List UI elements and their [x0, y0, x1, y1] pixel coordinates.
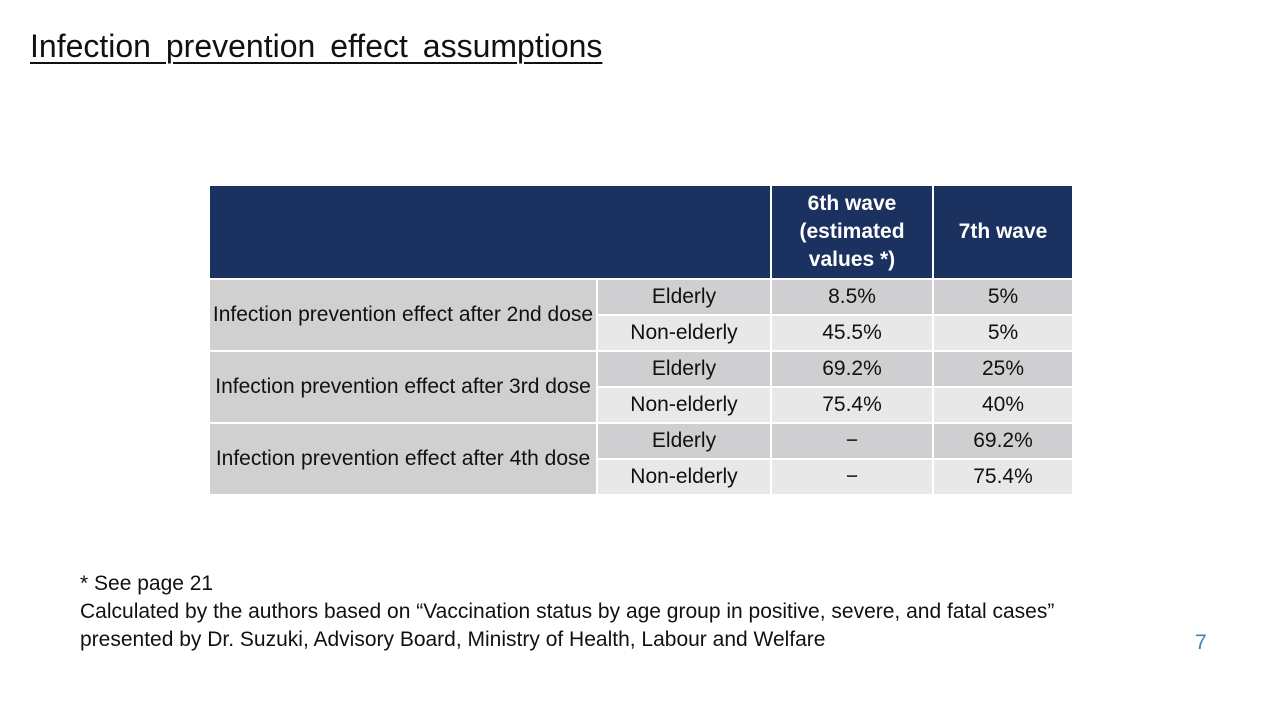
table-row: Infection prevention effect after 3rd do… — [208, 350, 1074, 424]
infection-prevention-table: 6th wave (estimated values *) 7th wave I… — [208, 184, 1074, 496]
dose-label-2nd: Infection prevention effect after 2nd do… — [208, 278, 598, 352]
age-group-cell: Elderly — [596, 278, 772, 316]
table-header-row: 6th wave (estimated values *) 7th wave — [208, 184, 1074, 280]
age-group-cell: Non-elderly — [596, 458, 772, 496]
wave7-value: 69.2% — [932, 422, 1074, 460]
header-7th-wave: 7th wave — [932, 184, 1074, 280]
dose-label-3rd: Infection prevention effect after 3rd do… — [208, 350, 598, 424]
page-number: 7 — [1195, 631, 1207, 654]
wave6-value: 75.4% — [770, 386, 934, 424]
dose-label-4th: Infection prevention effect after 4th do… — [208, 422, 598, 496]
table-row: Infection prevention effect after 4th do… — [208, 422, 1074, 496]
wave7-value: 75.4% — [932, 458, 1074, 496]
wave7-value: 25% — [932, 350, 1074, 388]
wave7-value: 5% — [932, 278, 1074, 316]
age-group-cell: Non-elderly — [596, 314, 772, 352]
wave7-value: 5% — [932, 314, 1074, 352]
wave6-value: 69.2% — [770, 350, 934, 388]
footnote-see-page: * See page 21 — [80, 572, 214, 595]
table-row: Non-elderly − 75.4% — [209, 458, 1074, 496]
wave7-value: 40% — [932, 386, 1074, 424]
footnotes: * See page 21 Calculated by the authors … — [80, 570, 1054, 654]
header-6th-wave: 6th wave (estimated values *) — [770, 184, 934, 280]
table-row: Non-elderly 45.5% 5% — [209, 314, 1074, 352]
age-group-cell: Elderly — [596, 350, 772, 388]
wave6-value: 45.5% — [770, 314, 934, 352]
wave6-value: − — [770, 458, 934, 496]
age-group-cell: Elderly — [596, 422, 772, 460]
slide-title: Infection prevention effect assumptions — [30, 28, 603, 64]
age-group-cell: Non-elderly — [596, 386, 772, 424]
table-row: Non-elderly 75.4% 40% — [209, 386, 1074, 424]
table-row: Infection prevention effect after 2nd do… — [208, 278, 1074, 352]
footnote-source-line2: presented by Dr. Suzuki, Advisory Board,… — [80, 628, 826, 651]
footnote-source-line1: Calculated by the authors based on “Vacc… — [80, 600, 1055, 623]
header-blank-cell — [208, 184, 772, 280]
wave6-value: 8.5% — [770, 278, 934, 316]
wave6-value: − — [770, 422, 934, 460]
